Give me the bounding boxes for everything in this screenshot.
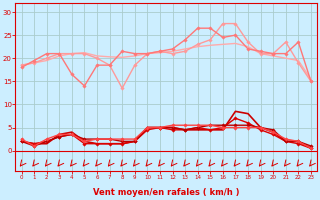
X-axis label: Vent moyen/en rafales ( km/h ): Vent moyen/en rafales ( km/h ) — [93, 188, 239, 197]
